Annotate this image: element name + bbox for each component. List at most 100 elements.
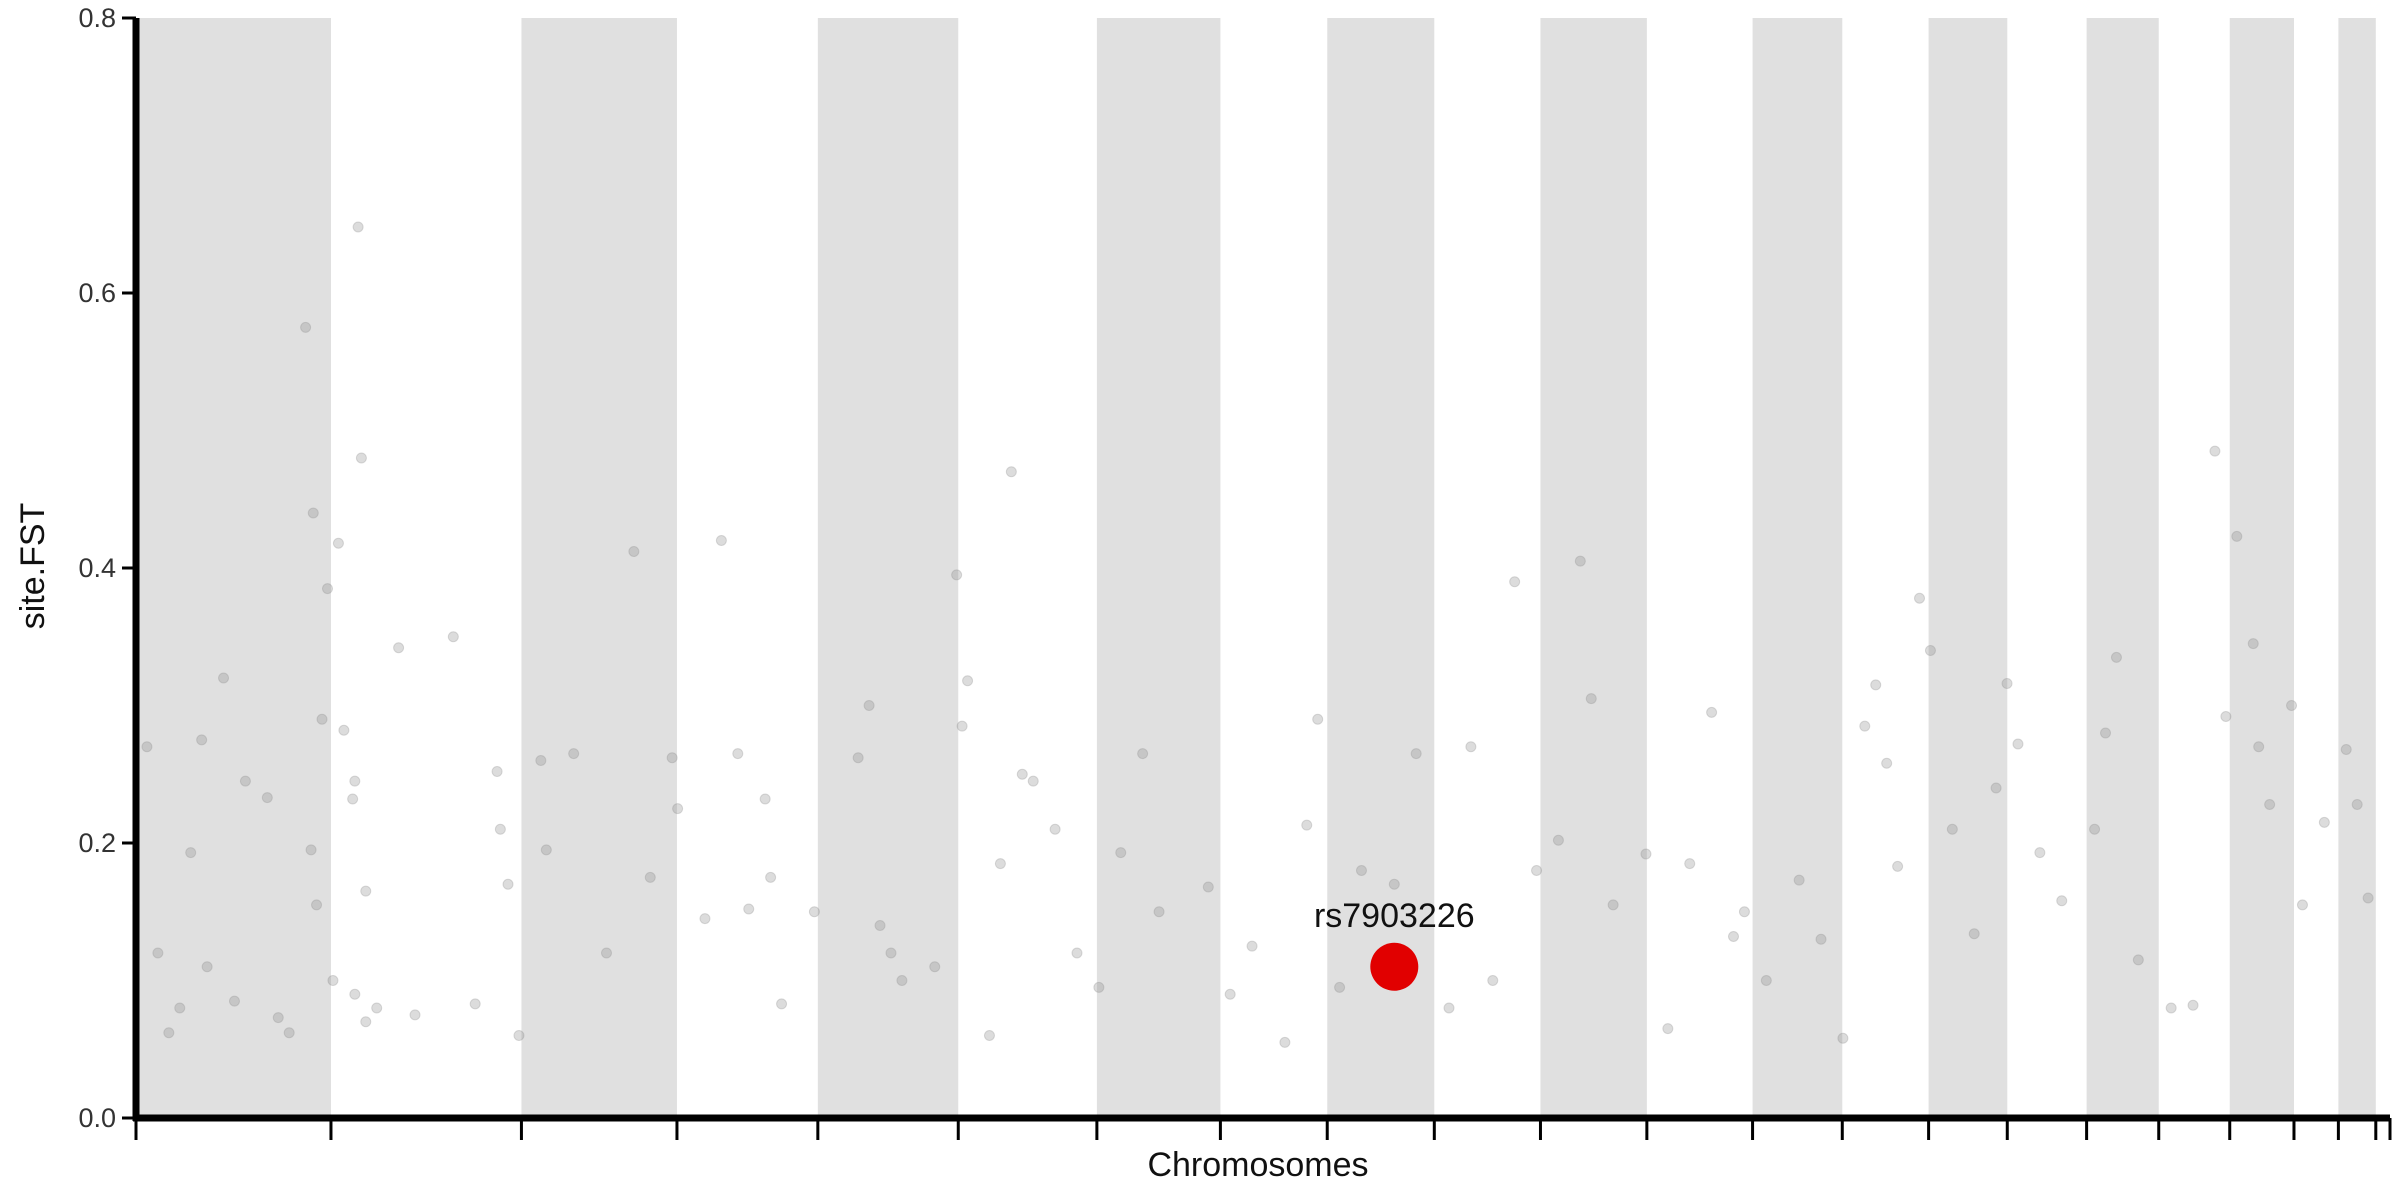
chromosome-band bbox=[1096, 18, 1221, 1118]
data-point bbox=[1465, 741, 1477, 753]
y-tick-label: 0.0 bbox=[78, 1103, 116, 1133]
chromosome-band bbox=[1752, 18, 1843, 1118]
data-point bbox=[327, 975, 339, 986]
data-point bbox=[1706, 706, 1718, 718]
data-point bbox=[196, 734, 208, 746]
data-point bbox=[1005, 466, 1017, 478]
data-point bbox=[956, 720, 968, 732]
chromosome-band bbox=[1540, 18, 1647, 1118]
data-point bbox=[1509, 576, 1521, 588]
data-point bbox=[502, 878, 514, 890]
data-point bbox=[321, 583, 333, 595]
data-point bbox=[776, 998, 788, 1010]
x-axis-title: Chromosomes bbox=[1147, 1146, 1368, 1184]
chromosome-bands bbox=[136, 18, 2376, 1118]
data-point bbox=[885, 947, 897, 959]
highlighted-snp-point bbox=[1370, 942, 1419, 991]
data-point bbox=[218, 672, 230, 684]
data-point bbox=[1224, 988, 1236, 1000]
data-point bbox=[672, 803, 684, 815]
data-point bbox=[1837, 1032, 1849, 1044]
data-point bbox=[393, 642, 405, 654]
chromosome-band bbox=[521, 18, 677, 1118]
data-point bbox=[174, 1002, 186, 1014]
chromosome-band bbox=[2229, 18, 2294, 1118]
data-point bbox=[347, 793, 359, 805]
chromosome-band bbox=[2338, 18, 2376, 1118]
data-point bbox=[863, 700, 875, 711]
data-point bbox=[1301, 819, 1313, 831]
data-point bbox=[1410, 748, 1422, 760]
data-point bbox=[1914, 592, 1926, 604]
chromosome-band bbox=[1327, 18, 1435, 1118]
data-point bbox=[447, 631, 459, 643]
annotation: rs7903226 bbox=[1314, 897, 1475, 991]
data-point bbox=[1279, 1036, 1291, 1048]
chromosome-band bbox=[817, 18, 959, 1118]
data-point bbox=[2220, 711, 2232, 722]
data-point bbox=[1355, 865, 1367, 876]
data-point bbox=[2110, 651, 2122, 663]
chromosome-band bbox=[1928, 18, 2008, 1118]
data-point bbox=[1946, 823, 1958, 835]
data-point bbox=[2089, 823, 2101, 835]
data-point bbox=[759, 793, 771, 805]
data-point bbox=[1859, 720, 1871, 732]
data-point bbox=[644, 871, 656, 883]
data-point bbox=[2100, 727, 2112, 739]
data-point bbox=[185, 847, 197, 859]
data-point bbox=[951, 569, 963, 581]
data-point bbox=[1312, 713, 1324, 725]
data-point bbox=[1892, 860, 1904, 872]
data-point bbox=[2001, 678, 2013, 689]
y-tick-label: 0.4 bbox=[78, 553, 116, 583]
data-point bbox=[1153, 906, 1165, 918]
data-point bbox=[1727, 931, 1739, 942]
data-point bbox=[360, 885, 372, 897]
data-point bbox=[409, 1009, 421, 1021]
data-point bbox=[1388, 878, 1400, 890]
axes: 0.0 0.2 0.4 0.6 0.8 bbox=[78, 3, 2392, 1140]
data-point bbox=[201, 961, 213, 973]
data-point bbox=[1552, 834, 1564, 846]
data-point bbox=[1662, 1023, 1674, 1035]
data-point bbox=[494, 823, 506, 835]
data-point bbox=[2187, 999, 2199, 1011]
data-point bbox=[1487, 975, 1499, 986]
data-point bbox=[874, 920, 886, 931]
data-point bbox=[1793, 874, 1805, 886]
data-point bbox=[1115, 847, 1127, 859]
data-point bbox=[1585, 693, 1597, 705]
data-point bbox=[1016, 768, 1028, 780]
data-point bbox=[994, 858, 1006, 870]
data-point bbox=[2231, 530, 2243, 542]
data-point bbox=[568, 748, 580, 760]
data-point bbox=[2012, 738, 2024, 750]
data-point bbox=[307, 507, 319, 519]
data-point bbox=[1246, 940, 1258, 952]
data-point bbox=[469, 998, 481, 1010]
data-point bbox=[743, 903, 755, 915]
data-point bbox=[2247, 638, 2259, 650]
data-point bbox=[349, 988, 361, 1000]
y-tick-label: 0.6 bbox=[78, 278, 116, 308]
data-point bbox=[1990, 782, 2002, 794]
data-point bbox=[1881, 757, 1893, 769]
data-point bbox=[355, 452, 367, 464]
y-axis-title: site.FST bbox=[14, 503, 52, 630]
data-point bbox=[152, 947, 164, 959]
y-axis-ticks: 0.0 0.2 0.4 0.6 0.8 bbox=[78, 3, 136, 1133]
chromosome-band bbox=[2086, 18, 2159, 1118]
data-point bbox=[1443, 1002, 1455, 1014]
data-point bbox=[2056, 895, 2068, 907]
data-point bbox=[141, 741, 153, 753]
data-point bbox=[1071, 947, 1083, 959]
data-point bbox=[2296, 899, 2308, 911]
data-point bbox=[272, 1012, 284, 1024]
data-point bbox=[2165, 1002, 2177, 1014]
data-point bbox=[1202, 881, 1214, 893]
data-point bbox=[371, 1002, 383, 1014]
data-point bbox=[765, 871, 777, 883]
data-point bbox=[1607, 899, 1619, 911]
